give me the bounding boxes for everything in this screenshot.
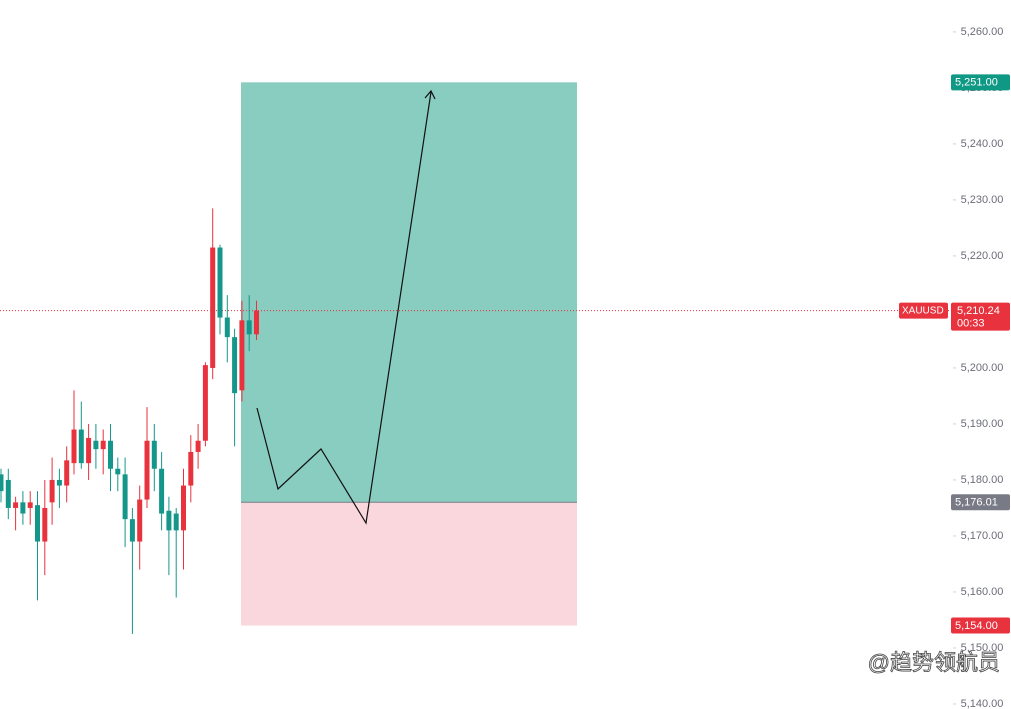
last-price-badge	[951, 302, 1010, 331]
position-zones	[0, 82, 950, 626]
candle-body	[129, 519, 135, 542]
candle-body	[210, 247, 216, 368]
candle-body	[217, 247, 223, 318]
candles	[0, 208, 259, 634]
candle-body	[5, 479, 11, 508]
symbol-label: XAUUSD	[902, 306, 944, 317]
candle-body	[254, 310, 259, 335]
y-tick-label: 5,190.00	[961, 418, 1004, 430]
candle-body	[42, 507, 48, 542]
y-tick-label: 5,150.00	[961, 642, 1004, 654]
entry-label: 5,176.01	[955, 497, 998, 509]
candle-body	[20, 502, 26, 514]
candle-body	[93, 440, 99, 450]
candle-body	[35, 505, 40, 542]
candle-body	[86, 437, 92, 464]
symbol-badge	[899, 302, 948, 319]
candle-body	[137, 499, 143, 542]
loss-zone	[241, 502, 577, 626]
y-tick-label: 5,170.00	[961, 530, 1004, 542]
y-tick-label: 5,240.00	[961, 138, 1004, 150]
price-axis: 5,140.00 5,150.00 5,160.00 5,170.00 5,180.00…	[953, 26, 1003, 709]
candle-body	[0, 474, 4, 492]
candle-body	[246, 320, 252, 335]
candle-body	[122, 474, 128, 520]
y-tick-label: 5,160.00	[961, 586, 1004, 598]
stop-label: 5,154.00	[955, 620, 998, 632]
candle-body	[232, 337, 238, 394]
candle-body	[181, 485, 186, 531]
candle-body	[195, 440, 201, 452]
last-price-label: 5,210.24	[957, 305, 1000, 317]
candle-body	[71, 429, 77, 464]
candle-body	[13, 502, 19, 508]
candle-body	[224, 317, 230, 338]
y-tick-label: 5,180.00	[961, 474, 1004, 486]
countdown-label: 00:33	[957, 317, 985, 329]
y-tick-label: 5,230.00	[961, 194, 1004, 206]
y-tick-label: 5,220.00	[961, 250, 1004, 262]
projection-path	[256, 91, 432, 525]
stop-badge	[951, 617, 1010, 634]
entry-badge	[951, 494, 1010, 511]
profit-zone	[241, 82, 577, 503]
candle-body	[202, 365, 208, 441]
candle-body	[115, 468, 121, 475]
candle-body	[166, 510, 172, 531]
y-tick-label: 5,260.00	[961, 26, 1004, 38]
candle-body	[64, 460, 70, 486]
candle-body	[78, 429, 84, 464]
target-label: 5,251.00	[955, 77, 998, 89]
candle-body	[49, 479, 55, 503]
candle-body	[27, 502, 33, 508]
y-tick-label: 5,200.00	[961, 362, 1004, 374]
y-tick-label: 5,140.00	[961, 698, 1004, 709]
candle-body	[151, 440, 157, 469]
target-badge	[951, 74, 1010, 91]
candle-body	[56, 479, 62, 486]
watermark: @趋势领航员	[868, 650, 1000, 675]
candle-body	[239, 320, 245, 391]
projection-arrowhead	[424, 89, 436, 100]
candle-body	[100, 440, 106, 450]
candle-body	[188, 451, 194, 486]
candle-body	[173, 513, 179, 531]
candle-body	[108, 440, 113, 469]
candle-body	[159, 468, 165, 514]
candle-body	[144, 440, 150, 500]
